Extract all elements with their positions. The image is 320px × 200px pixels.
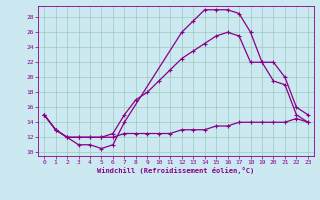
X-axis label: Windchill (Refroidissement éolien,°C): Windchill (Refroidissement éolien,°C) bbox=[97, 167, 255, 174]
